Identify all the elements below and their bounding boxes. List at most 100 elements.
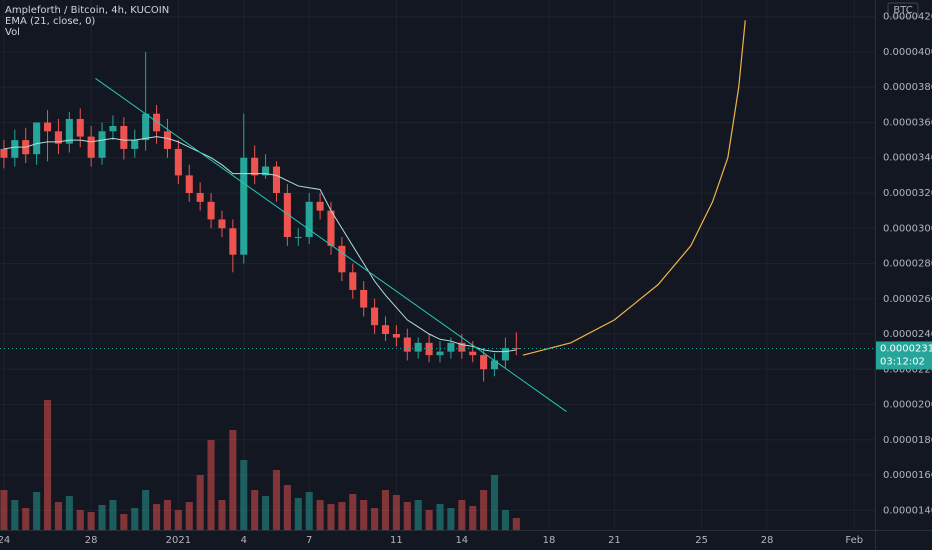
y-tick-label: 0.00002800 (883, 259, 932, 270)
volume-bar (512, 518, 520, 530)
projection-curve (522, 20, 746, 356)
volume-bar (425, 510, 433, 530)
volume-bar (142, 490, 150, 530)
candle-body (174, 148, 182, 176)
volume-bar (22, 508, 30, 530)
volume-bar (251, 490, 259, 530)
x-tick-label: 21 (608, 535, 621, 546)
y-tick-label: 0.00003000 (883, 223, 932, 234)
volume-bar (229, 430, 237, 530)
candle-body (229, 228, 237, 255)
candle-body (360, 289, 368, 308)
candle-body (142, 113, 150, 141)
candle-body (469, 351, 477, 356)
candle-body (501, 348, 509, 361)
candle-body (294, 237, 302, 239)
volume-bar (371, 508, 379, 530)
volume-bar (501, 510, 509, 530)
indicator-legend[interactable]: EMA (21, close, 0) (5, 16, 95, 27)
candle-body (381, 325, 390, 335)
y-tick-label: 0.00002600 (883, 294, 932, 305)
candle-body (120, 126, 128, 149)
candle-body (98, 131, 106, 158)
currency[interactable]: BTC (893, 5, 912, 16)
candle-body (371, 307, 379, 326)
volume-pane (0, 400, 520, 530)
volume-bar (163, 500, 171, 530)
candle-body (338, 245, 346, 273)
volume-bar (490, 475, 499, 530)
candle-body (272, 166, 281, 193)
volume-bar (153, 504, 161, 530)
ema-line (3, 136, 517, 353)
volume-bar (403, 502, 411, 530)
candle-body (65, 118, 73, 144)
candle-body (33, 122, 41, 155)
currency-badge[interactable] (887, 2, 919, 18)
volume-bar (458, 500, 466, 530)
candle-body (54, 131, 62, 144)
y-tick-label: 0.00003400 (883, 153, 932, 164)
volume-bar (349, 494, 357, 530)
volume-bar (174, 510, 182, 530)
candle-body (305, 201, 313, 238)
volume-bar (109, 500, 117, 530)
y-tick-label: 0.00001600 (883, 470, 932, 481)
volume-bar (327, 504, 335, 530)
plot (0, 20, 875, 412)
x-tick-label: Feb (845, 535, 863, 546)
trend-line (95, 78, 567, 412)
volume-bar (54, 502, 62, 530)
volume-bar (196, 475, 204, 530)
volume-bar (11, 500, 19, 530)
volume-bar (218, 500, 226, 530)
volume-bar (120, 514, 128, 530)
volume-bar (185, 502, 193, 530)
x-tick-label: 18 (543, 535, 556, 546)
volume-bar (294, 498, 302, 530)
chart-title[interactable]: Ampleforth / Bitcoin, 4h, KUCOIN (5, 5, 169, 16)
volume-bar (131, 508, 139, 530)
x-tick-label: 25 (695, 535, 708, 546)
candle-body (262, 166, 270, 176)
y-tick-label: 0.00003200 (883, 188, 932, 199)
x-tick-label: 14 (455, 535, 468, 546)
volume-bar (272, 470, 281, 530)
candle-body (403, 337, 411, 352)
volume-bar (43, 400, 52, 530)
volume-bar (392, 495, 400, 530)
y-tick-label: 0.00001800 (883, 435, 932, 446)
x-tick-label: 28 (761, 535, 774, 546)
candle-body (131, 140, 139, 149)
countdown: 03:12:02 (880, 356, 925, 367)
y-tick-label: 0.00001400 (883, 505, 932, 516)
candle-body (283, 192, 291, 238)
candle-body (425, 342, 433, 356)
candle-body (316, 201, 324, 211)
candle-body (185, 175, 193, 193)
y-tick-label: 0.00004000 (883, 47, 932, 58)
candle-body (207, 201, 215, 220)
candle-body (251, 157, 259, 176)
x-tick-label: 11 (390, 535, 403, 546)
candle-body (43, 122, 52, 132)
candle-body (163, 131, 171, 149)
volume-bar (316, 500, 324, 530)
candle-body (349, 272, 357, 290)
y-tick-label: 0.00002400 (883, 329, 932, 340)
volume-bar (414, 500, 422, 530)
volume-bar (240, 460, 248, 530)
volume-bar (0, 490, 8, 530)
candle-body (109, 126, 117, 132)
candle-body (240, 157, 248, 255)
x-tick-label: 2021 (166, 535, 191, 546)
candle-body (11, 140, 19, 158)
indicator-legend[interactable]: Vol (5, 27, 20, 38)
volume-bar (305, 492, 313, 530)
volume-bar (33, 492, 41, 530)
x-tick-label: 28 (85, 535, 98, 546)
candle-body (153, 113, 161, 132)
